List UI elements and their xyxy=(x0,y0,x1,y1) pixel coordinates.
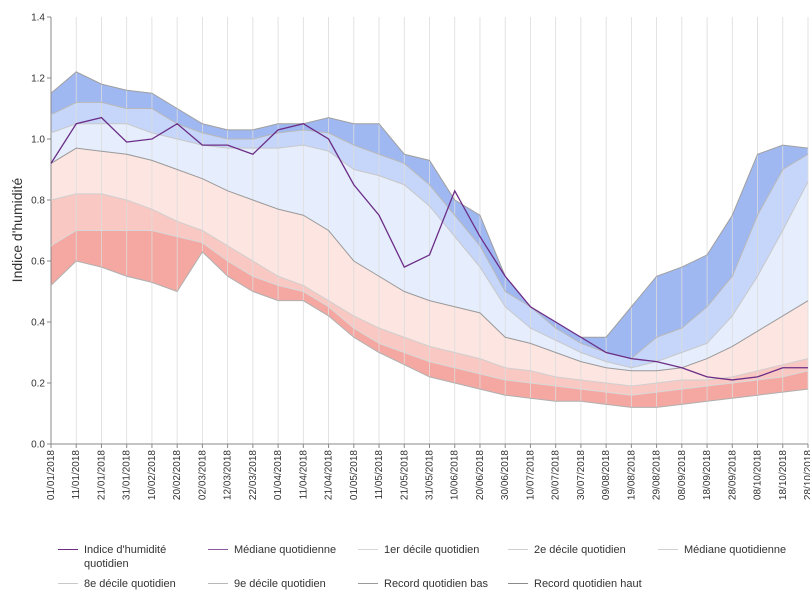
series-line xyxy=(50,193,809,387)
legend-label: Indice d'humidité quotidien xyxy=(84,544,167,570)
legend-label: 9e décile quotidien xyxy=(234,578,326,590)
x-tick-label: 01/05/2018 xyxy=(349,450,360,500)
legend-swatch xyxy=(508,583,528,584)
series-line xyxy=(50,230,809,396)
legend-entry: Record quotidien haut xyxy=(508,577,658,591)
legend-entry: Médiane quotidienne xyxy=(208,543,358,571)
x-tick-label: 10/07/2018 xyxy=(525,450,536,500)
x-tick-label: 20/02/2018 xyxy=(172,450,183,500)
legend: Indice d'humidité quotidien Médiane quoti… xyxy=(58,543,810,597)
x-tick-label: 11/01/2018 xyxy=(71,450,82,500)
legend-swatch xyxy=(58,583,78,584)
y-axis-label: Indice d'humidité xyxy=(9,177,25,282)
legend-swatch xyxy=(208,583,228,584)
x-tick-label: 21/01/2018 xyxy=(96,450,107,500)
x-tick-label: 31/01/2018 xyxy=(122,450,133,500)
x-tick-label: 09/08/2018 xyxy=(601,450,612,500)
x-tick-label: 30/06/2018 xyxy=(500,450,511,500)
legend-label: 1er décile quotidien xyxy=(384,544,480,556)
y-tick-label: 0.6 xyxy=(31,257,45,268)
y-tick-label: 1.2 xyxy=(31,74,45,85)
legend-label: 8e décile quotidien xyxy=(84,578,176,590)
x-tick-label: 28/10/2018 xyxy=(803,450,810,500)
band xyxy=(51,148,808,387)
x-tick-label: 20/06/2018 xyxy=(475,450,486,500)
legend-label: Médiane quotidienne xyxy=(234,544,337,556)
x-tick-label: 28/09/2018 xyxy=(727,450,738,500)
series-line xyxy=(50,251,809,408)
x-tick-label: 31/05/2018 xyxy=(425,450,436,500)
x-tick-label: 21/04/2018 xyxy=(324,450,335,500)
legend-label: Record quotidien bas xyxy=(384,578,488,590)
legend-swatch xyxy=(358,583,378,584)
x-tick-label: 30/07/2018 xyxy=(576,450,587,500)
legend-swatch xyxy=(658,549,678,550)
legend-label: Record quotidien haut xyxy=(534,578,642,590)
x-tick-label: 10/02/2018 xyxy=(147,450,158,500)
x-tick-label: 19/08/2018 xyxy=(626,450,637,500)
legend-label: 2e décile quotidien xyxy=(534,544,626,556)
chart: Indice d'humidité 01/01/2018 11/01/2018 21… xyxy=(9,13,810,501)
legend-swatch xyxy=(358,549,378,550)
x-tick-label: 02/03/2018 xyxy=(197,450,208,500)
x-tick-label: 21/05/2018 xyxy=(399,450,410,500)
legend-swatch xyxy=(208,549,228,550)
x-tick-label: 11/04/2018 xyxy=(298,450,309,500)
legend-entry: 9e décile quotidien xyxy=(208,577,358,591)
y-tick-label: 0.0 xyxy=(31,440,45,451)
series-line xyxy=(50,116,808,381)
x-tick-label: 08/10/2018 xyxy=(753,450,764,500)
x-tick-label: 11/05/2018 xyxy=(374,450,385,500)
x-tick-label: 01/04/2018 xyxy=(273,450,284,500)
x-tick-label: 29/08/2018 xyxy=(652,450,663,500)
band xyxy=(51,230,808,408)
legend-swatch xyxy=(508,549,528,550)
x-tick-label: 18/09/2018 xyxy=(702,450,713,500)
x-tick-label: 12/03/2018 xyxy=(223,450,234,500)
y-tick-label: 1.0 xyxy=(31,135,45,146)
legend-swatch xyxy=(58,549,78,550)
x-tick-label: 20/07/2018 xyxy=(551,450,562,500)
legend-entry: Indice d'humidité quotidien xyxy=(58,543,208,571)
legend-entry: Médiane quotidienne xyxy=(658,543,808,571)
y-tick-label: 0.4 xyxy=(31,318,45,329)
series-line xyxy=(50,71,809,338)
x-tick-label: 10/06/2018 xyxy=(450,450,461,500)
y-tick-label: 0.2 xyxy=(31,379,45,390)
x-tick-label: 22/03/2018 xyxy=(248,450,259,500)
x-tick-label: 01/01/2018 xyxy=(46,450,57,500)
legend-entry: 2e décile quotidien xyxy=(508,543,658,571)
legend-label: Médiane quotidienne xyxy=(684,544,787,556)
legend-entry: 8e décile quotidien xyxy=(58,577,208,591)
y-tick-label: 1.4 xyxy=(31,13,45,24)
series-line xyxy=(50,123,809,369)
legend-entry: Record quotidien bas xyxy=(358,577,508,591)
x-tick-label: 18/10/2018 xyxy=(778,450,789,500)
legend-entry: 1er décile quotidien xyxy=(358,543,508,571)
y-tick-label: 0.8 xyxy=(31,196,45,207)
x-tick-label: 08/09/2018 xyxy=(677,450,688,500)
